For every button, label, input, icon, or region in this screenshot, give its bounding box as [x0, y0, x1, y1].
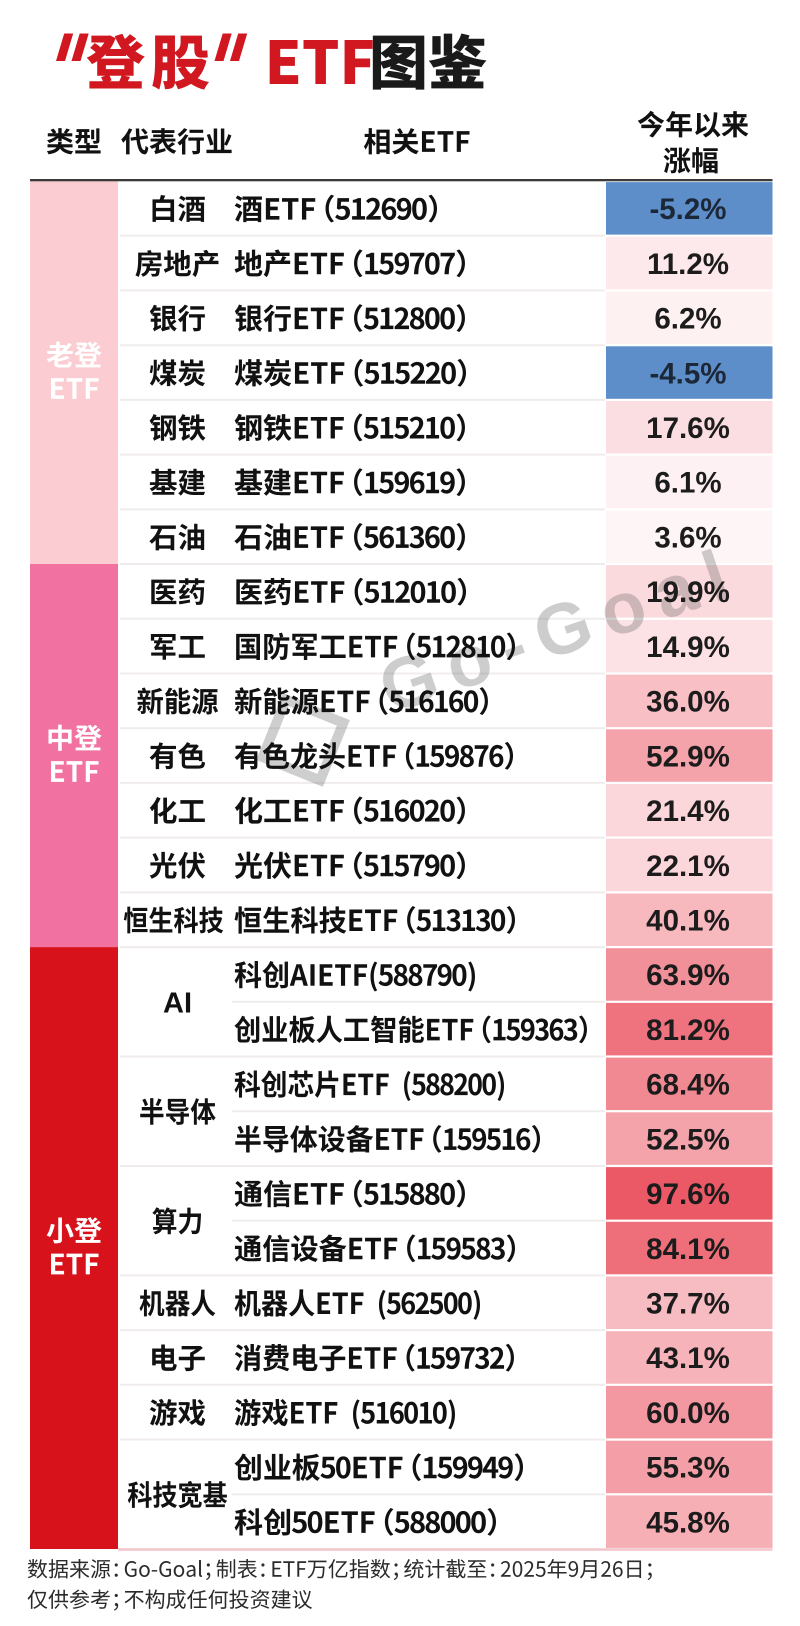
svg-text:3.6%: 3.6%: [654, 521, 721, 554]
svg-text:21.4%: 21.4%: [646, 795, 730, 828]
svg-text:63.9%: 63.9%: [646, 959, 730, 992]
svg-text:17.6%: 17.6%: [646, 412, 730, 445]
svg-text:43.1%: 43.1%: [646, 1342, 730, 1375]
svg-text:22.1%: 22.1%: [646, 850, 730, 883]
svg-text:37.7%: 37.7%: [646, 1288, 730, 1321]
svg-text:AI: AI: [163, 987, 192, 1019]
svg-text:36.0%: 36.0%: [646, 686, 730, 719]
svg-text:52.9%: 52.9%: [646, 740, 730, 773]
svg-text:68.4%: 68.4%: [646, 1069, 730, 1102]
svg-text:81.2%: 81.2%: [646, 1014, 730, 1047]
svg-text:6.1%: 6.1%: [654, 467, 721, 500]
svg-text:-4.5%: -4.5%: [649, 357, 726, 390]
svg-text:40.1%: 40.1%: [646, 905, 730, 938]
svg-text:6.2%: 6.2%: [654, 303, 721, 336]
svg-text:60.0%: 60.0%: [646, 1397, 730, 1430]
svg-text:45.8%: 45.8%: [646, 1506, 730, 1539]
svg-text:84.1%: 84.1%: [646, 1233, 730, 1266]
svg-text:55.3%: 55.3%: [646, 1452, 730, 1485]
svg-text:97.6%: 97.6%: [646, 1178, 730, 1211]
svg-text:19.9%: 19.9%: [646, 576, 730, 609]
svg-text:11.2%: 11.2%: [647, 248, 729, 281]
svg-text:52.5%: 52.5%: [646, 1123, 730, 1156]
svg-text:-5.2%: -5.2%: [649, 193, 726, 226]
svg-text:14.9%: 14.9%: [646, 631, 730, 664]
